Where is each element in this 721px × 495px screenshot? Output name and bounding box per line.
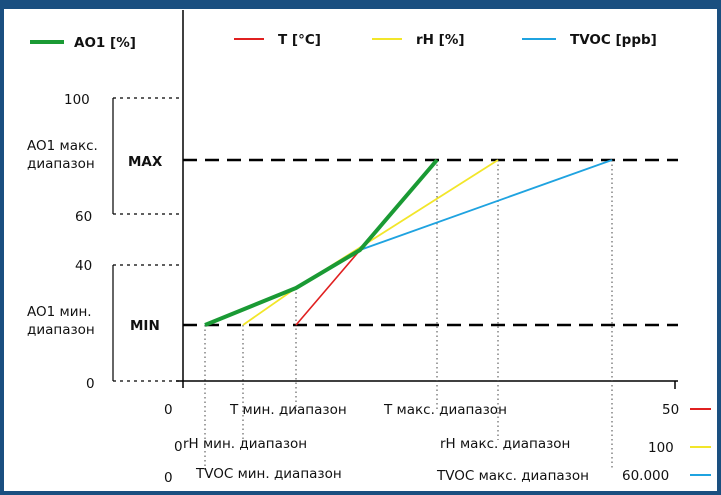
top-bar	[0, 0, 721, 9]
tvoc-origin-label: 0	[164, 470, 173, 486]
y-tick-100: 100	[64, 92, 90, 108]
t-end-label: 50	[662, 402, 679, 418]
min-range-label-line2: диапазон	[27, 322, 95, 338]
max-label: MAX	[128, 154, 163, 170]
y-tick-0: 0	[86, 376, 95, 392]
min-range-label-line1: AO1 мин.	[27, 304, 92, 320]
tvoc-end-label: 60.000	[622, 468, 669, 484]
rh-origin-label: 0	[174, 439, 183, 455]
legend-tvoc-label: TVOC [ppb]	[570, 32, 657, 48]
rh-max-label: rH макс. диапазон	[440, 436, 570, 452]
legend-rh-label: rH [%]	[416, 32, 465, 48]
legend-ao1-label: AO1 [%]	[74, 35, 136, 51]
y-tick-40: 40	[75, 258, 92, 274]
rh-line	[242, 159, 499, 326]
t-min-label: T мин. диапазон	[229, 402, 347, 418]
tvoc-min-label: TVOC мин. диапазон	[195, 466, 342, 482]
x-origin-label: 0	[164, 402, 173, 418]
tvoc-max-label: TVOC макс. диапазон	[436, 468, 589, 484]
t-max-label: T макс. диапазон	[383, 402, 507, 418]
y-tick-60: 60	[75, 209, 92, 225]
min-label: MIN	[130, 318, 160, 334]
rh-min-label: rH мин. диапазон	[183, 436, 307, 452]
max-range-label-line2: диапазон	[27, 156, 95, 172]
legend-t-label: T [°C]	[278, 32, 321, 48]
max-range-label-line1: AO1 макс.	[27, 138, 98, 154]
ao1-line	[204, 158, 439, 327]
rh-end-label: 100	[648, 440, 674, 456]
